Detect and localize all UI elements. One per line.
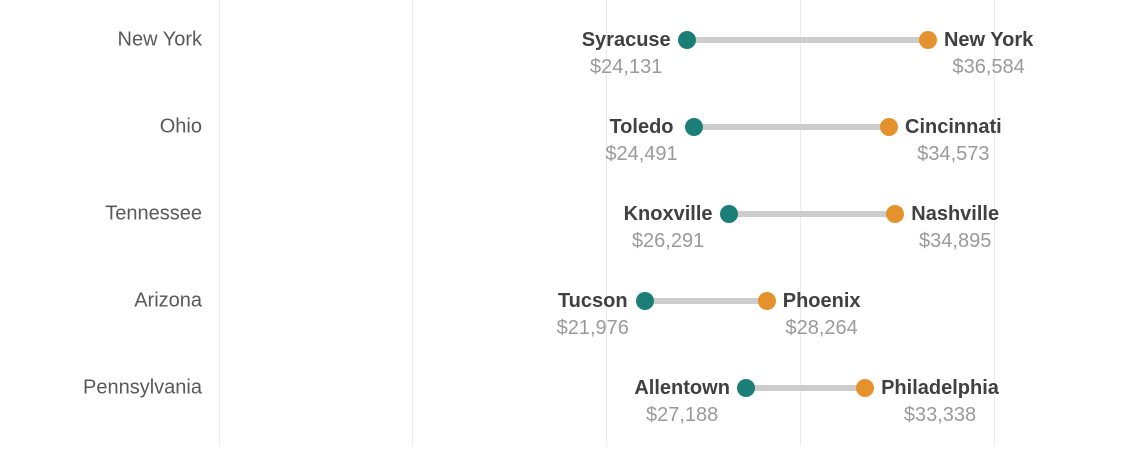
low-city-dot <box>684 118 703 136</box>
high-city-value: $34,895 <box>919 230 992 252</box>
low-city-labels: Knoxville $26,291 <box>624 202 713 252</box>
group-label: Ohio <box>159 115 202 138</box>
group-label: Arizona <box>134 289 202 312</box>
low-city-value: $27,188 <box>645 404 719 426</box>
high-city-label: Cincinnati <box>905 116 1002 138</box>
gridline <box>218 0 220 446</box>
gridline <box>799 0 801 446</box>
high-city-value: $34,573 <box>917 143 990 165</box>
low-city-labels: Toledo $24,491 <box>605 115 677 165</box>
high-city-labels: Phoenix $28,264 <box>783 289 861 339</box>
high-city-value: $28,264 <box>785 317 858 339</box>
low-city-labels: Allentown $27,188 <box>634 376 730 426</box>
dumbbell-connector <box>693 124 889 130</box>
dumbbell-connector <box>644 298 767 304</box>
dumbbell-connector <box>728 211 896 217</box>
gridline <box>412 0 414 446</box>
low-city-dot <box>719 205 738 223</box>
group-label: Tennessee <box>105 202 202 225</box>
low-city-labels: Tucson $21,976 <box>557 289 629 339</box>
high-city-labels: Philadelphia $33,338 <box>881 376 999 426</box>
high-city-labels: New York $36,584 <box>944 28 1033 78</box>
low-city-label: Knoxville <box>623 203 713 225</box>
high-city-label: Nashville <box>911 203 1000 225</box>
high-city-dot <box>880 118 899 136</box>
group-label: New York <box>117 28 203 51</box>
low-city-dot <box>635 292 654 310</box>
low-city-label: Allentown <box>634 377 730 399</box>
low-city-label: Tucson <box>557 290 628 312</box>
dumbbell-connector <box>745 385 866 391</box>
low-city-value: $26,291 <box>631 230 705 252</box>
high-city-label: Phoenix <box>782 290 861 312</box>
group-label: Pennsylvania <box>83 376 202 399</box>
high-city-dot <box>918 31 937 49</box>
high-city-value: $36,584 <box>952 56 1025 78</box>
low-city-value: $24,491 <box>605 143 678 165</box>
high-city-dot <box>757 292 776 310</box>
high-city-label: Philadelphia <box>881 377 999 399</box>
low-city-value: $24,131 <box>590 56 663 78</box>
high-city-value: $33,338 <box>903 404 977 426</box>
low-city-value: $21,976 <box>556 317 629 339</box>
low-city-label: Toledo <box>609 116 674 138</box>
high-city-dot <box>856 379 875 397</box>
high-city-labels: Cincinnati $34,573 <box>905 115 1002 165</box>
high-city-label: New York <box>943 29 1034 51</box>
high-city-dot <box>886 205 905 223</box>
low-city-dot <box>736 379 755 397</box>
gridline <box>606 0 608 446</box>
low-city-labels: Syracuse $24,131 <box>582 28 671 78</box>
low-city-label: Syracuse <box>581 29 671 51</box>
low-city-dot <box>677 31 696 49</box>
dumbbell-connector <box>686 37 928 43</box>
high-city-labels: Nashville $34,895 <box>911 202 999 252</box>
gridline <box>993 0 995 446</box>
